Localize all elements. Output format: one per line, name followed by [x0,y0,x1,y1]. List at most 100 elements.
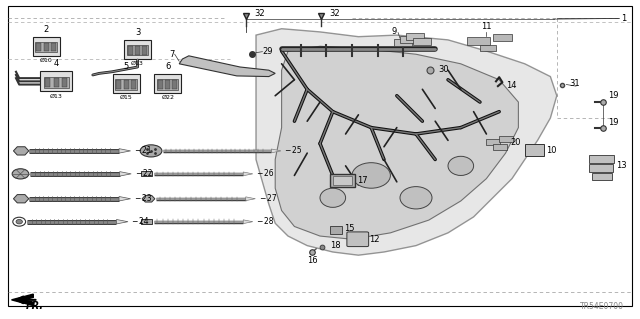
Text: 7: 7 [170,50,175,59]
Bar [135,46,140,55]
Polygon shape [13,147,29,155]
FancyArrowPatch shape [17,297,36,303]
Polygon shape [142,196,155,202]
Polygon shape [12,294,33,306]
Bar [165,80,170,89]
Polygon shape [243,220,253,224]
Bar [467,37,490,45]
Text: Ø13: Ø13 [50,94,63,99]
Text: 17: 17 [357,176,368,185]
Text: 12: 12 [369,235,380,244]
Text: TR54E0700: TR54E0700 [580,302,624,311]
Bar [158,80,163,89]
Text: 4: 4 [54,59,59,68]
Ellipse shape [448,156,474,175]
Bar [330,174,355,187]
Bar [45,78,51,87]
Text: Ø15: Ø15 [120,95,132,100]
Text: 31: 31 [570,79,580,88]
Bar [51,43,56,51]
Bar [413,38,431,45]
Bar [124,40,151,59]
Bar [44,77,69,88]
Ellipse shape [140,145,162,157]
Ellipse shape [400,187,432,209]
Text: Ø22: Ø22 [161,95,174,100]
Text: FR.: FR. [26,301,44,311]
FancyBboxPatch shape [347,232,369,247]
Bar [54,78,59,87]
Bar [499,136,513,142]
Text: 13: 13 [616,161,627,170]
Polygon shape [119,149,131,153]
Bar [40,71,72,91]
Bar [480,45,496,51]
Ellipse shape [320,188,346,207]
Bar [493,144,507,150]
Bar [592,173,612,180]
Polygon shape [119,197,131,201]
Text: 11: 11 [481,22,492,31]
Text: ─ 22: ─ 22 [136,169,152,178]
Bar [115,79,137,90]
Polygon shape [120,172,131,176]
Polygon shape [243,172,253,176]
Bar [36,43,42,51]
Polygon shape [275,46,518,239]
Bar [127,45,148,56]
Bar [406,33,424,40]
Text: ─ 23: ─ 23 [135,194,152,203]
Bar [142,46,147,55]
Text: Ø13: Ø13 [131,61,144,66]
Bar [124,80,129,89]
Polygon shape [271,149,281,153]
Text: 14: 14 [506,81,516,90]
Text: 18: 18 [330,241,341,250]
Text: 15: 15 [344,224,355,233]
Text: 1: 1 [621,14,626,23]
Ellipse shape [16,219,22,224]
Polygon shape [13,195,29,203]
Bar [141,171,152,176]
Bar [330,226,342,234]
Bar [589,155,614,163]
Text: 6: 6 [165,62,170,71]
Ellipse shape [12,169,29,179]
Bar [131,80,136,89]
Polygon shape [246,197,255,201]
Text: 5: 5 [124,62,129,71]
Bar [589,164,613,172]
Text: 32: 32 [329,9,340,18]
Bar [400,36,418,43]
Bar [33,37,60,56]
Text: Ø10: Ø10 [40,58,52,63]
Bar [141,219,152,224]
Text: ─ 26: ─ 26 [257,169,274,178]
Bar [154,74,181,93]
Text: 29: 29 [262,47,273,56]
Text: ─ 27: ─ 27 [260,194,276,203]
Bar [116,80,122,89]
Text: 32: 32 [254,9,265,18]
Bar [525,144,544,156]
Polygon shape [179,56,275,77]
Text: 9: 9 [392,27,397,36]
Text: 2: 2 [44,25,49,34]
Bar [128,46,133,55]
Text: 30: 30 [438,65,449,74]
Bar [394,39,412,46]
Text: 20: 20 [511,138,521,147]
Bar [35,42,57,52]
Text: ─ 21: ─ 21 [135,146,152,155]
Text: 16: 16 [307,256,317,265]
Text: ─ 25: ─ 25 [285,146,302,155]
Bar [62,78,67,87]
Text: 10: 10 [546,146,556,155]
Text: ─ 28: ─ 28 [257,217,274,226]
Ellipse shape [352,163,390,188]
Text: 19: 19 [608,92,618,100]
Bar [44,43,49,51]
Bar [486,139,500,145]
Bar [172,80,177,89]
Bar [333,176,352,185]
